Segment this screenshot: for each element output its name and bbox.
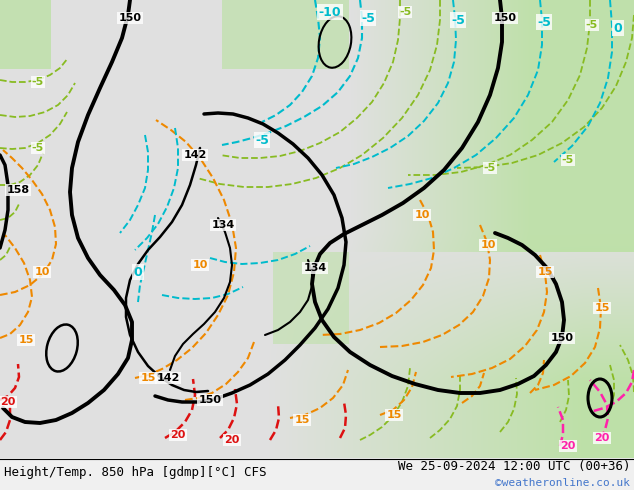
- Text: 10: 10: [192, 260, 208, 270]
- Text: -5: -5: [32, 143, 44, 153]
- Text: 10: 10: [414, 210, 430, 220]
- Text: 10: 10: [34, 267, 49, 277]
- Text: 134: 134: [304, 263, 327, 273]
- Text: 15: 15: [18, 335, 34, 345]
- Text: 158: 158: [6, 185, 30, 195]
- Text: ©weatheronline.co.uk: ©weatheronline.co.uk: [495, 478, 630, 488]
- Text: 20: 20: [224, 435, 240, 445]
- Text: 15: 15: [594, 303, 610, 313]
- Text: -5: -5: [562, 155, 574, 165]
- Text: 15: 15: [294, 415, 309, 425]
- Text: 150: 150: [493, 13, 517, 23]
- Text: 20: 20: [594, 433, 610, 443]
- Text: -5: -5: [32, 77, 44, 87]
- Text: -10: -10: [319, 5, 341, 19]
- Text: 10: 10: [481, 240, 496, 250]
- Text: 15: 15: [140, 373, 156, 383]
- Text: Height/Temp. 850 hPa [gdmp][°C] CFS: Height/Temp. 850 hPa [gdmp][°C] CFS: [4, 466, 266, 479]
- Text: 0: 0: [134, 266, 143, 278]
- Text: -5: -5: [451, 14, 465, 26]
- Text: -5: -5: [255, 133, 269, 147]
- Text: 150: 150: [550, 333, 574, 343]
- Text: 20: 20: [171, 430, 186, 440]
- Text: 15: 15: [386, 410, 402, 420]
- Text: 15: 15: [537, 267, 553, 277]
- Text: 134: 134: [211, 220, 235, 230]
- Text: -5: -5: [361, 11, 375, 24]
- Text: 0: 0: [614, 22, 623, 34]
- Text: -5: -5: [537, 16, 551, 28]
- Text: 20: 20: [560, 441, 576, 451]
- Text: 20: 20: [0, 397, 16, 407]
- Text: -5: -5: [484, 163, 496, 173]
- Text: 142: 142: [183, 150, 207, 160]
- Text: We 25-09-2024 12:00 UTC (00+36): We 25-09-2024 12:00 UTC (00+36): [398, 461, 630, 473]
- Text: -5: -5: [399, 7, 411, 17]
- Text: -5: -5: [586, 20, 598, 30]
- Text: 150: 150: [198, 395, 221, 405]
- Text: 142: 142: [157, 373, 179, 383]
- Text: 150: 150: [119, 13, 141, 23]
